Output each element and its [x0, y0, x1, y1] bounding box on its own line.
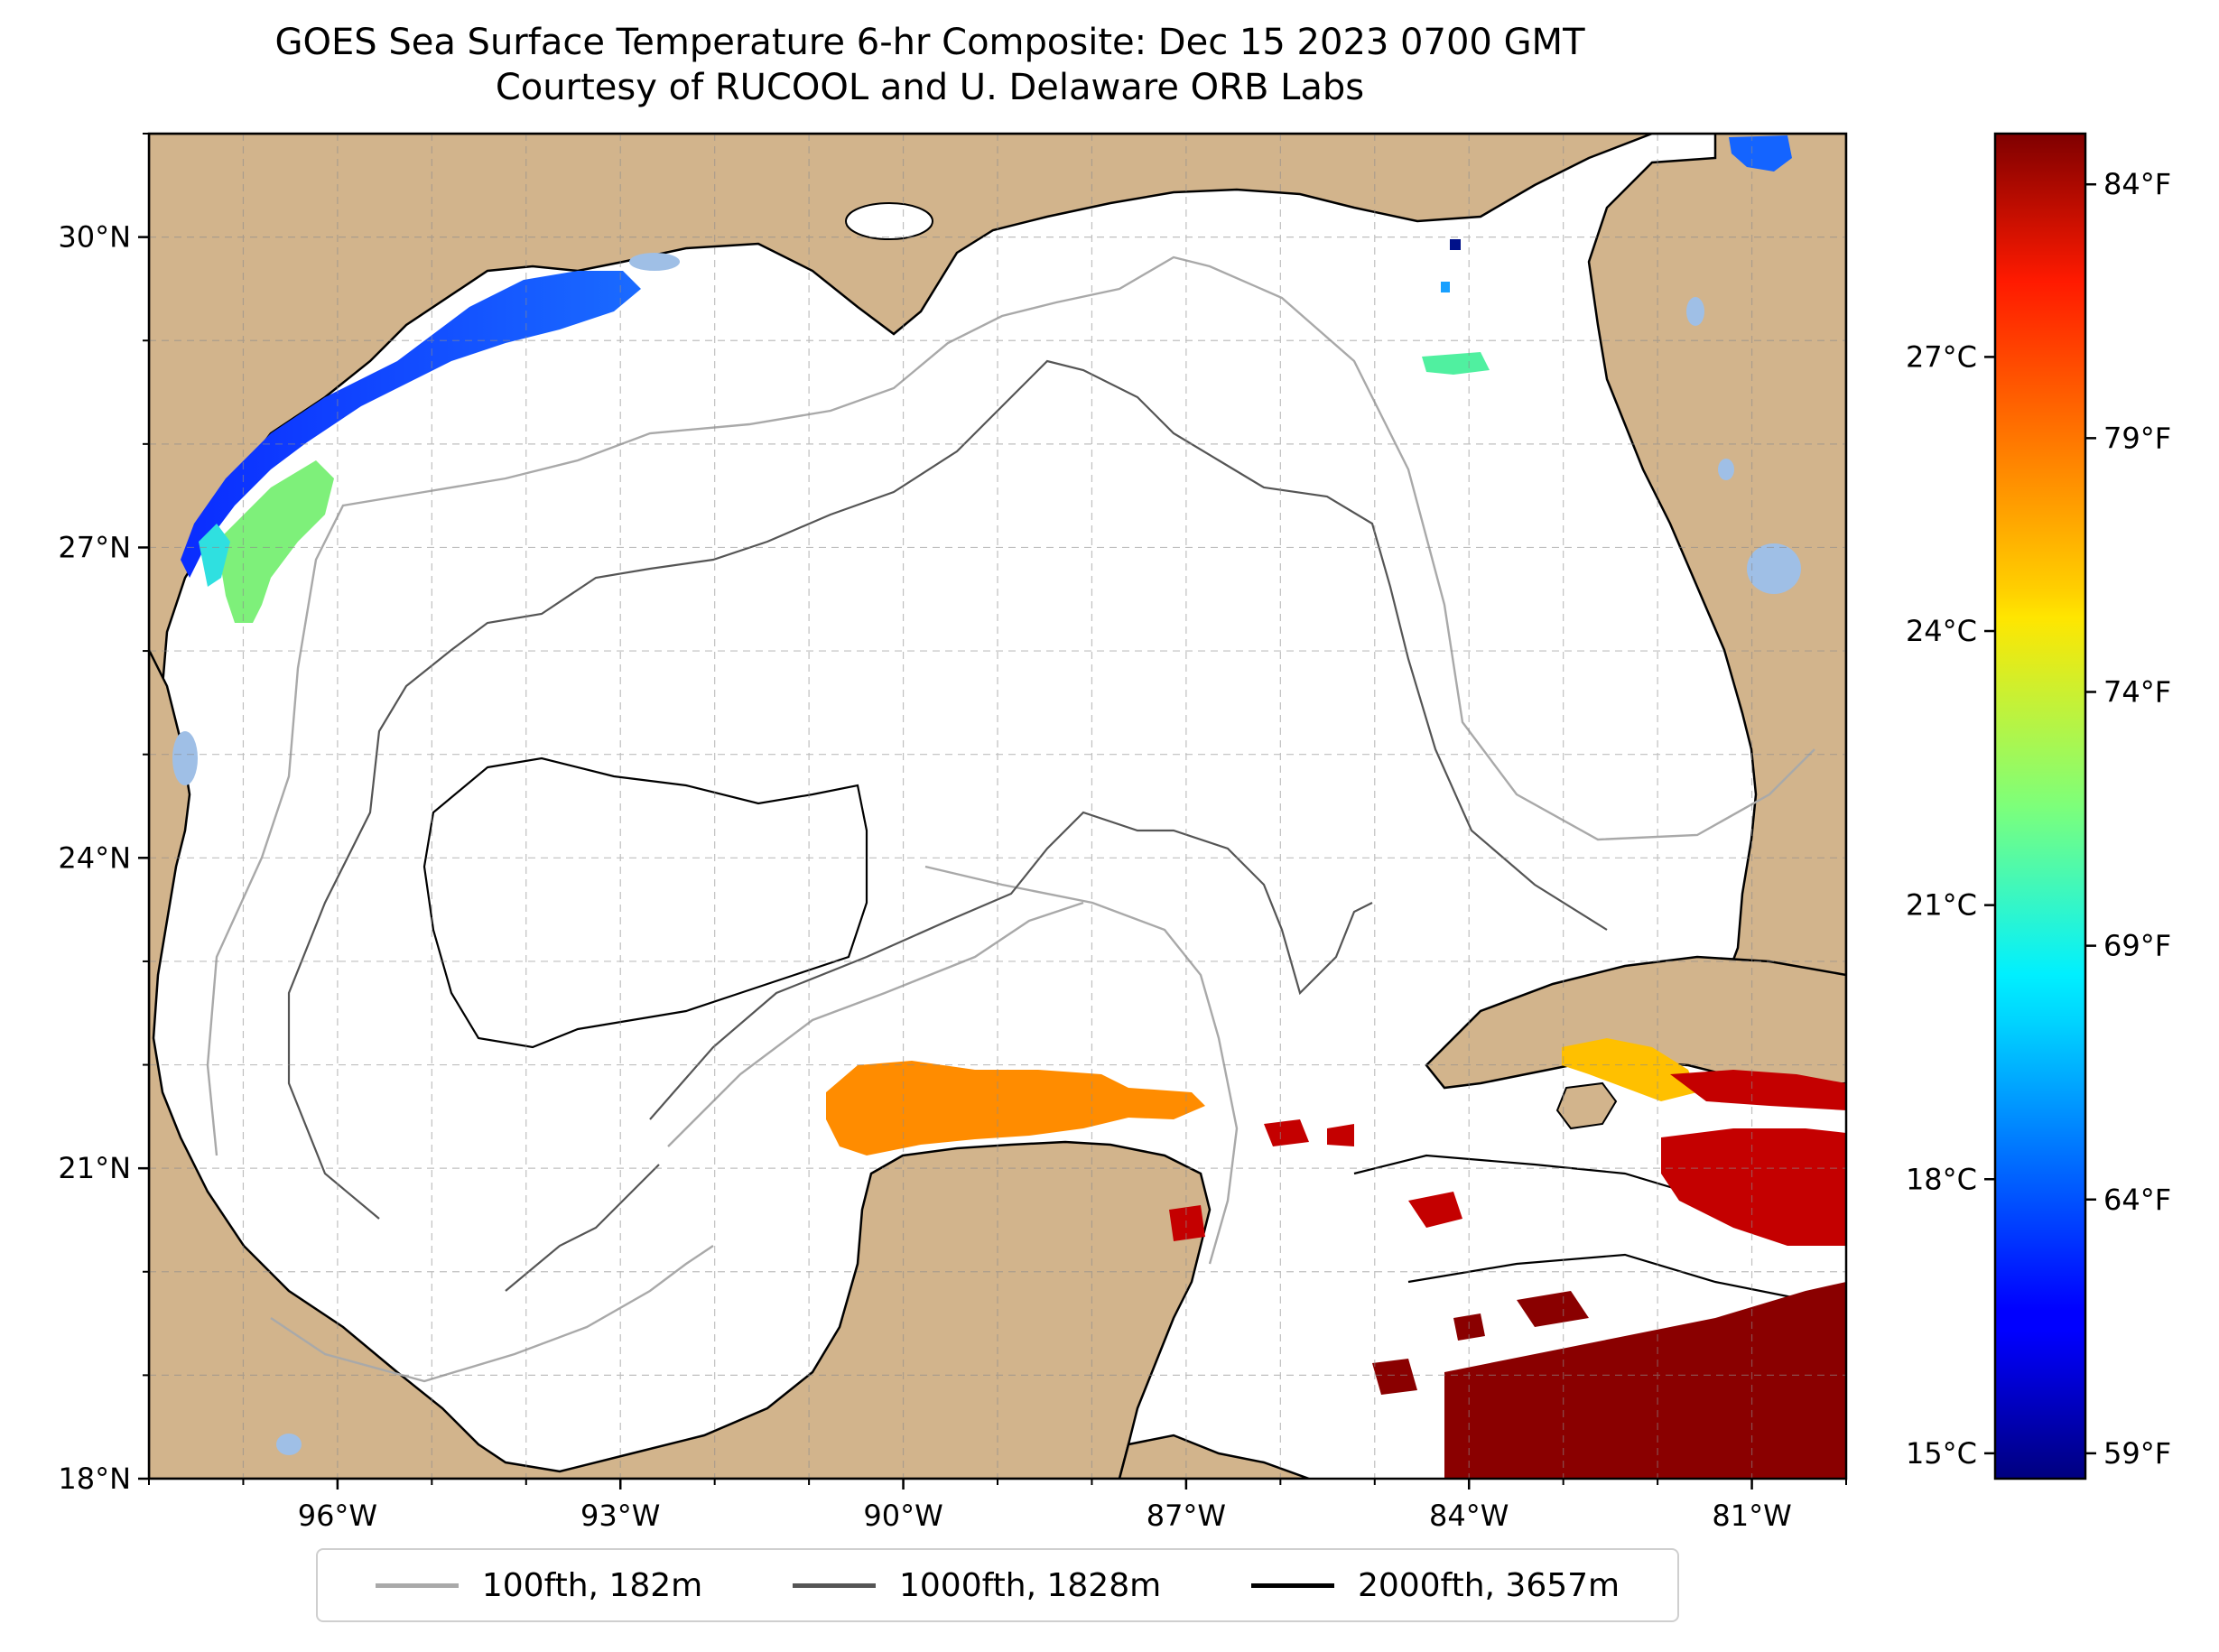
sst-cuba-yellow [1562, 1038, 1697, 1101]
legend-line-2000fth [1250, 1582, 1334, 1588]
x-tick-label: 84°W [1429, 1499, 1509, 1533]
sst-yucatan-orange [826, 1061, 1205, 1155]
colorbar-f-label: 84°F [2103, 167, 2171, 201]
colorbar-f-label: 64°F [2103, 1183, 2171, 1217]
sst-texas-coast-cyan [199, 524, 230, 587]
lake-mexico-1 [172, 731, 198, 785]
x-axis-ticks: 96°W 93°W 90°W 87°W 84°W 81°W [148, 1479, 1847, 1533]
colorbar-f-label: 59°F [2103, 1436, 2171, 1471]
contour-100fth [206, 255, 1815, 1383]
lake-mexico-2 [276, 1434, 302, 1455]
sst-caribbean-darkred [1372, 1282, 1846, 1479]
legend-line-100fth [375, 1582, 459, 1588]
colorbar-f-label: 69°F [2103, 929, 2171, 963]
legend-label-1000fth: 1000fth, 1828m [899, 1566, 1162, 1604]
y-tick-label: 21°N [58, 1151, 131, 1185]
colorbar-celsius-ticks: 15°C 18°C 21°C 24°C 27°C [1906, 339, 1995, 1471]
sst-florida-dot-blue [1450, 239, 1461, 250]
y-tick-label: 24°N [58, 840, 131, 875]
title-line-1: GOES Sea Surface Temperature 6-hr Compos… [274, 22, 1585, 63]
colorbar-c-label: 15°C [1906, 1436, 1977, 1471]
lake-florida-1 [1686, 297, 1704, 326]
title-line-2: Courtesy of RUCOOL and U. Delaware ORB L… [495, 67, 1365, 108]
sst-florida-dot-cyan [1441, 282, 1450, 292]
colorbar-c-label: 27°C [1906, 339, 1977, 374]
colorbar-gradient [1993, 132, 2087, 1480]
x-tick-label: 90°W [863, 1499, 942, 1533]
y-tick-label: 30°N [58, 220, 131, 255]
bathymetry-legend: 100fth, 182m 1000fth, 1828m 2000fth, 365… [316, 1548, 1679, 1622]
plot-title: GOES Sea Surface Temperature 6-hr Compos… [0, 20, 1860, 110]
grid [149, 134, 1846, 1479]
land-isla-juventud [1555, 1081, 1618, 1130]
lake-texas-1 [629, 253, 680, 271]
legend-label-100fth: 100fth, 182m [481, 1566, 703, 1604]
legend-entry-2000fth: 2000fth, 3657m [1250, 1566, 1620, 1604]
y-tick-label: 27°N [58, 530, 131, 564]
colorbar-f-label: 79°F [2103, 421, 2171, 455]
sst-texas-coast-blue [181, 271, 641, 578]
lake-louisiana [845, 202, 933, 240]
sst-caribbean-red [1169, 1070, 1846, 1246]
legend-entry-1000fth: 1000fth, 1828m [793, 1567, 1161, 1604]
y-axis-ticks: 30°N 27°N 24°N 21°N 18°N [58, 133, 149, 1496]
x-tick-label: 93°W [580, 1499, 660, 1533]
colorbar-c-label: 21°C [1906, 888, 1977, 923]
colorbar-c-label: 24°C [1906, 614, 1977, 648]
colorbar-c-label: 18°C [1906, 1162, 1977, 1196]
contour-1000fth [287, 359, 1608, 1292]
legend-line-1000fth [793, 1582, 876, 1588]
legend-entry-100fth: 100fth, 182m [375, 1566, 703, 1604]
legend-label-2000fth: 2000fth, 3657m [1357, 1566, 1620, 1604]
sst-atlantic-blue [1729, 135, 1792, 172]
land-mexico [149, 649, 1212, 1479]
sst-florida-panhandle-green [1422, 352, 1490, 375]
x-tick-label: 96°W [298, 1499, 377, 1533]
colorbar-fahrenheit-ticks: 59°F 64°F 69°F 74°F 79°F 84°F [2085, 167, 2171, 1471]
x-tick-label: 81°W [1712, 1499, 1791, 1533]
y-tick-label: 18°N [58, 1462, 131, 1496]
sst-texas-coast-green [217, 460, 334, 623]
lake-okeechobee [1747, 543, 1801, 594]
lake-florida-2 [1718, 459, 1734, 480]
land-central-america [1118, 1434, 1310, 1479]
colorbar-f-label: 74°F [2103, 674, 2171, 709]
x-tick-label: 87°W [1147, 1499, 1226, 1533]
